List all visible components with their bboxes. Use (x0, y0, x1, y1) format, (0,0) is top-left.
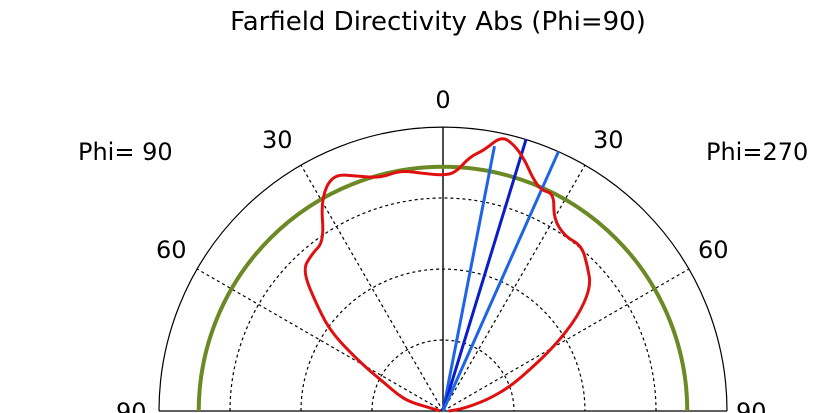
reference-circle-arc (196, 164, 690, 412)
angle-label-0: 0 (435, 86, 450, 114)
side-label-right: Phi=270 (706, 138, 808, 166)
angle-label-90-left: 90 (116, 398, 147, 413)
chart-title: Farfield Directivity Abs (Phi=90) (230, 7, 646, 37)
grid-spoke (442, 268, 690, 412)
angle-label-90-right: 90 (736, 398, 767, 413)
grid-ring (229, 197, 657, 412)
directivity-pattern (303, 137, 592, 413)
reference-circle (196, 164, 690, 412)
beam-lines (441, 138, 560, 412)
grid-spoke (300, 164, 444, 412)
beam-line-2 (441, 150, 560, 412)
side-label-left: Phi= 90 (78, 138, 173, 166)
beam-line-1 (441, 138, 528, 412)
angle-label-30-left: 30 (262, 126, 293, 154)
grid-spoke (196, 268, 444, 412)
angle-label-60-left: 60 (156, 236, 187, 264)
angle-label-30-right: 30 (593, 126, 624, 154)
grid-spoke (442, 164, 586, 412)
pattern-curve (303, 137, 592, 413)
angle-label-60-right: 60 (698, 236, 729, 264)
beam-line-0 (441, 145, 496, 412)
